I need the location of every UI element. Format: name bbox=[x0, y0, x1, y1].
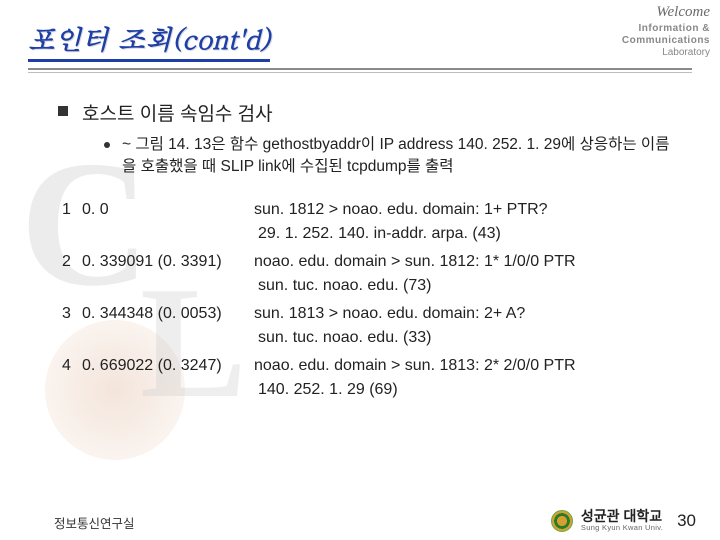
bullet-sub-text: ~ 그림 14. 13은 함수 gethostbyaddr이 IP addres… bbox=[122, 134, 680, 179]
dump-content: sun. 1813 > noao. edu. domain: 2+ A? bbox=[254, 305, 525, 323]
dump-row: 1 0. 0 sun. 1812 > noao. edu. domain: 1+… bbox=[62, 201, 680, 219]
bullet-main: 호스트 이름 속임수 검사 bbox=[58, 99, 680, 126]
university-logo-icon bbox=[551, 510, 573, 532]
dump-row: 3 0. 344348 (0. 0053) sun. 1813 > noao. … bbox=[62, 305, 680, 323]
tcpdump-output: 1 0. 0 sun. 1812 > noao. edu. domain: 1+… bbox=[62, 201, 680, 399]
dump-sub: 29. 1. 252. 140. in-addr. arpa. (43) bbox=[258, 225, 680, 243]
dump-sub: sun. tuc. noao. edu. (73) bbox=[258, 277, 680, 295]
dump-content: noao. edu. domain > sun. 1812: 1* 1/0/0 … bbox=[254, 253, 576, 271]
dump-row: 2 0. 339091 (0. 3391) noao. edu. domain … bbox=[62, 253, 680, 271]
footer-lab: 정보통신연구실 bbox=[54, 513, 135, 532]
dump-num: 1 bbox=[62, 201, 82, 219]
slide: C L 포인터 조회(cont'd) Welcome Information &… bbox=[0, 0, 720, 540]
dump-sub: sun. tuc. noao. edu. (33) bbox=[258, 329, 680, 347]
dump-content: noao. edu. domain > sun. 1813: 2* 2/0/0 … bbox=[254, 357, 576, 375]
slide-title: 포인터 조회(cont'd) bbox=[28, 18, 270, 62]
header: 포인터 조회(cont'd) Welcome Information & Com… bbox=[0, 0, 720, 73]
divider-thick bbox=[28, 68, 692, 70]
dump-num: 3 bbox=[62, 305, 82, 323]
lab-logo-text: Information & Communications Laboratory bbox=[622, 23, 710, 59]
dump-content: sun. 1812 > noao. edu. domain: 1+ PTR? bbox=[254, 201, 548, 219]
footer-right: 성균관 대학교 Sung Kyun Kwan Univ. 30 bbox=[551, 509, 696, 532]
square-bullet-icon bbox=[58, 106, 68, 116]
university-name: 성균관 대학교 bbox=[581, 509, 663, 523]
dump-time: 0. 339091 (0. 3391) bbox=[82, 253, 254, 271]
welcome-text: Welcome bbox=[622, 4, 710, 21]
dump-time: 0. 669022 (0. 3247) bbox=[82, 357, 254, 375]
body: 호스트 이름 속임수 검사 ~ 그림 14. 13은 함수 gethostbya… bbox=[0, 73, 720, 399]
dot-bullet-icon bbox=[104, 142, 110, 148]
dump-num: 4 bbox=[62, 357, 82, 375]
university-block: 성균관 대학교 Sung Kyun Kwan Univ. bbox=[581, 509, 663, 532]
bullet-sub: ~ 그림 14. 13은 함수 gethostbyaddr이 IP addres… bbox=[104, 134, 680, 179]
bullet-main-text: 호스트 이름 속임수 검사 bbox=[82, 99, 273, 126]
header-right: Welcome Information & Communications Lab… bbox=[622, 4, 710, 59]
page-number: 30 bbox=[677, 511, 696, 531]
dump-sub: 140. 252. 1. 29 (69) bbox=[258, 381, 680, 399]
dump-time: 0. 344348 (0. 0053) bbox=[82, 305, 254, 323]
dump-row: 4 0. 669022 (0. 3247) noao. edu. domain … bbox=[62, 357, 680, 375]
footer: 정보통신연구실 성균관 대학교 Sung Kyun Kwan Univ. 30 bbox=[0, 509, 720, 532]
university-name-en: Sung Kyun Kwan Univ. bbox=[581, 523, 663, 532]
dump-num: 2 bbox=[62, 253, 82, 271]
dump-time: 0. 0 bbox=[82, 201, 254, 219]
